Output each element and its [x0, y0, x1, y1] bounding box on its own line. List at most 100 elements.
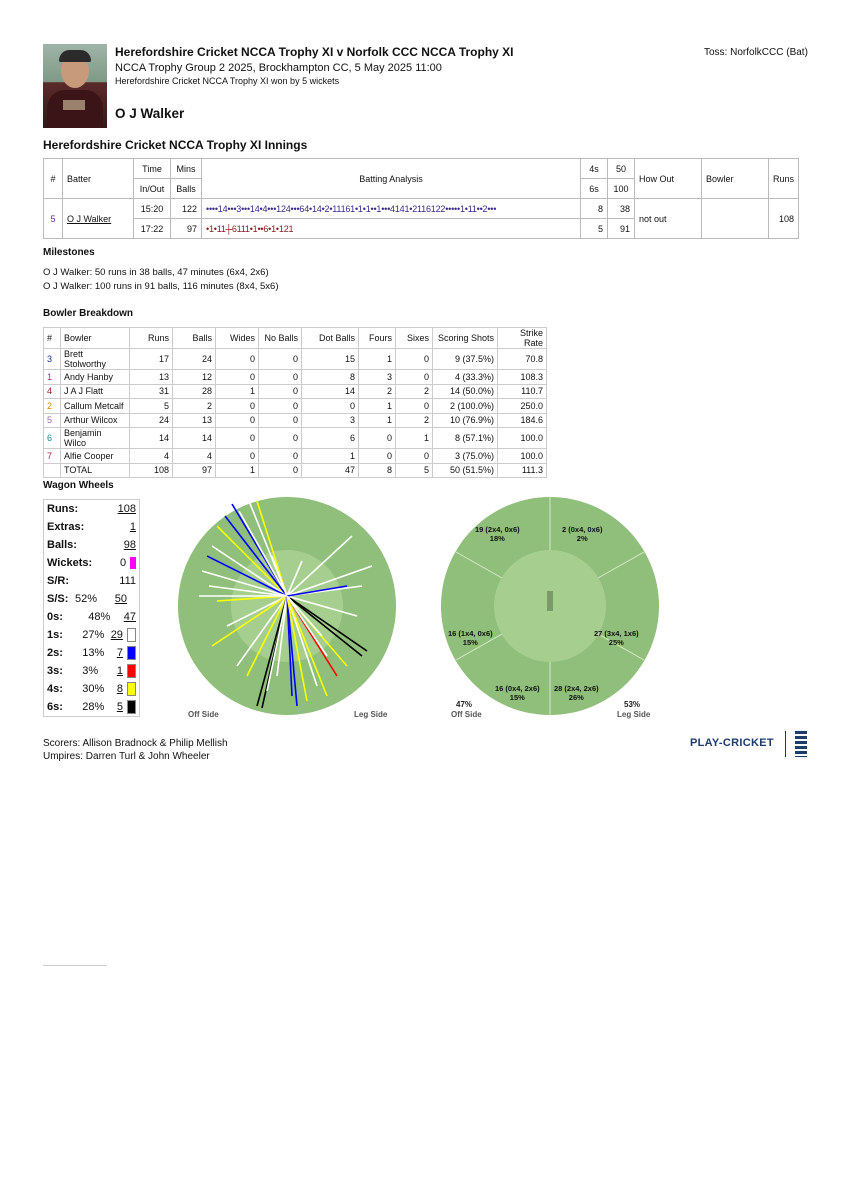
summary-row: 4s: 30% 8	[44, 680, 139, 698]
bowler-sr: 108.3	[497, 369, 547, 385]
legend-swatch	[130, 557, 136, 569]
bowler-fours: 0	[358, 427, 396, 449]
logo-divider	[785, 731, 786, 757]
summary-value: 98	[123, 539, 136, 551]
bowler-ss: 4 (33.3%)	[432, 369, 498, 385]
summary-key: S/S:	[47, 593, 69, 605]
shot-line	[224, 515, 288, 597]
bowler-table: # Bowler Runs Balls Wides No Balls Dot B…	[43, 327, 547, 478]
match-title: Herefordshire Cricket NCCA Trophy XI v N…	[115, 45, 514, 59]
total-sixes: 5	[395, 462, 433, 478]
shot-line	[286, 595, 363, 657]
time-out: 17:22	[133, 218, 171, 239]
summary-value: 8	[116, 683, 123, 695]
bowler-row: 3 Brett Stolworthy 17 24 0 0 15 1 0 9 (37.5%) 70.8	[43, 348, 547, 370]
bowler-sr: 110.7	[497, 383, 547, 399]
bowler-value	[701, 198, 769, 239]
legend-swatch	[126, 664, 136, 678]
col-howout: How Out	[634, 158, 702, 199]
summary-value: 1	[129, 521, 136, 533]
bowler-runs: 14	[129, 427, 173, 449]
wagon-summary: Runs: 108 Extras: 1 Balls: 98 Wickets: 0 S/R: 111…	[43, 499, 140, 717]
bh-runs: Runs	[129, 327, 173, 349]
bowler-name: J A J Flatt	[60, 383, 130, 399]
bowler-sixes: 0	[395, 448, 433, 464]
summary-row: 1s: 27% 29	[44, 626, 139, 644]
zone-label: 27 (3x4, 1x6) 25%	[594, 629, 639, 647]
shot-line	[286, 595, 328, 657]
bowler-runs: 4	[129, 448, 173, 464]
bowler-balls: 13	[172, 412, 216, 428]
bowler-num: 5	[43, 412, 61, 428]
bowler-dots: 0	[301, 398, 359, 414]
bowler-ss: 3 (75.0%)	[432, 448, 498, 464]
player-photo	[43, 44, 107, 128]
shot-line	[238, 510, 288, 597]
total-runs: 108	[129, 462, 173, 478]
batter-link[interactable]: O J Walker	[62, 198, 134, 239]
bh-noballs: No Balls	[258, 327, 302, 349]
bowler-sixes: 0	[395, 348, 433, 370]
shot-line	[216, 595, 288, 602]
total-fours: 8	[358, 462, 396, 478]
zone-label: 16 (1x4, 0x6) 15%	[448, 629, 493, 647]
shot-line	[286, 595, 308, 702]
bowler-dots: 6	[301, 427, 359, 449]
legend-swatch	[126, 646, 136, 660]
leg-side-label: Leg Side	[354, 710, 388, 719]
bowler-noballs: 0	[258, 412, 302, 428]
batting-analysis-line-1: ••••14•••3•••14•4•••124•••64•14•2•11161•…	[201, 198, 581, 219]
total-balls: 97	[172, 462, 216, 478]
bowler-wides: 0	[215, 369, 259, 385]
bowler-balls: 4	[172, 448, 216, 464]
bowler-row: 5 Arthur Wilcox 24 13 0 0 3 1 2 10 (76.9%) 184.6	[43, 412, 547, 428]
col-50: 50	[607, 158, 635, 179]
bowler-runs: 5	[129, 398, 173, 414]
col-100: 100	[607, 178, 635, 199]
col-batter: Batter	[62, 158, 134, 199]
bh-bowler: Bowler	[60, 327, 130, 349]
bowler-wides: 0	[215, 348, 259, 370]
summary-row: 0s: 48% 47	[44, 608, 139, 626]
bowler-sixes: 2	[395, 412, 433, 428]
batting-table: # Batter Time Mins Batting Analysis 4s 5…	[43, 158, 800, 239]
divider	[43, 965, 107, 966]
summary-key: 1s:	[47, 629, 63, 641]
shot-line	[226, 595, 288, 627]
summary-key: 4s:	[47, 683, 63, 695]
total-label: TOTAL	[60, 462, 130, 478]
summary-pct: 13%	[82, 647, 105, 659]
shot-line	[271, 555, 288, 597]
bowler-name: Andy Hanby	[60, 369, 130, 385]
bowler-ss: 14 (50.0%)	[432, 383, 498, 399]
summary-key: 3s:	[47, 665, 63, 677]
bowler-noballs: 0	[258, 398, 302, 414]
summary-row: Balls: 98	[44, 536, 139, 554]
bowler-name: Benjamin Wilco	[60, 427, 130, 449]
wagon-wheels-title: Wagon Wheels	[43, 480, 114, 491]
total-ss: 50 (51.5%)	[432, 462, 498, 478]
shot-line	[246, 595, 288, 677]
bowler-sr: 184.6	[497, 412, 547, 428]
leg-side-percent: 53%	[624, 700, 641, 709]
total-noballs: 0	[258, 462, 302, 478]
zone-label: 16 (0x4, 2x6) 15%	[495, 684, 540, 702]
summary-row: 3s: 3% 1	[44, 662, 139, 680]
sixes-value: 5	[580, 218, 608, 239]
time-in: 15:20	[133, 198, 171, 219]
summary-row: Wickets: 0	[44, 554, 139, 572]
shot-line	[216, 525, 288, 597]
summary-pct: 52%	[75, 593, 98, 605]
how-out: not out	[634, 198, 702, 239]
scoring-zones	[441, 497, 659, 715]
bowler-runs: 24	[129, 412, 173, 428]
bowler-balls: 2	[172, 398, 216, 414]
shot-line	[286, 535, 353, 597]
ecb-crest-icon	[795, 731, 807, 757]
summary-row: 6s: 28% 5	[44, 698, 139, 716]
shot-line	[276, 595, 288, 677]
fours-value: 8	[580, 198, 608, 219]
shot-line	[286, 595, 358, 617]
summary-value: 111	[119, 575, 136, 587]
